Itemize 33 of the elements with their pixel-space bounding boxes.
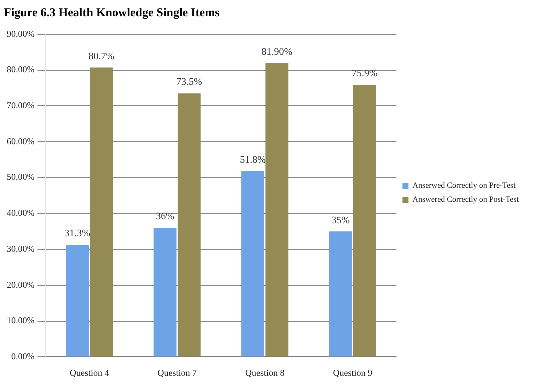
data-label: 51.8% — [240, 155, 266, 166]
data-label: 36% — [156, 212, 174, 223]
bar — [242, 171, 264, 357]
data-label: 73.5% — [176, 77, 202, 88]
data-label: 81.90% — [262, 47, 293, 58]
chart-title: Figure 6.3 Health Knowledge Single Items — [4, 5, 220, 20]
data-label: 75.9% — [352, 68, 378, 80]
bar — [353, 84, 376, 357]
y-tick-label: 30.00% — [6, 244, 36, 254]
x-tick-label: Question 8 — [245, 368, 286, 378]
y-tick-label: 80.00% — [6, 64, 36, 75]
data-label: 35% — [332, 215, 350, 226]
bar — [178, 94, 201, 357]
x-tick-label: Question 9 — [333, 368, 373, 378]
x-tick-label: Question 4 — [70, 368, 110, 378]
bar — [329, 232, 352, 357]
legend-label: Answered Correctly on Post-Test — [412, 195, 520, 204]
data-label: 31.3% — [64, 228, 90, 240]
y-tick-label: 20.00% — [6, 280, 36, 290]
x-tick-label: Question 7 — [158, 368, 198, 378]
y-tick-label: 0.00% — [11, 352, 36, 362]
y-tick-label: 50.00% — [6, 172, 36, 182]
y-tick-label: 60.00% — [6, 136, 36, 146]
bar — [154, 228, 177, 357]
bar — [90, 68, 114, 357]
y-tick-label: 90.00% — [6, 28, 36, 39]
y-tick-label: 70.00% — [6, 100, 36, 110]
bar — [266, 63, 289, 357]
y-tick-label: 10.00% — [6, 316, 36, 326]
data-label: 80.7% — [88, 51, 115, 62]
legend-label: Anserwed Correctly on Pre-Test — [412, 181, 517, 190]
y-tick-label: 40.00% — [6, 208, 36, 218]
bar — [66, 244, 90, 357]
